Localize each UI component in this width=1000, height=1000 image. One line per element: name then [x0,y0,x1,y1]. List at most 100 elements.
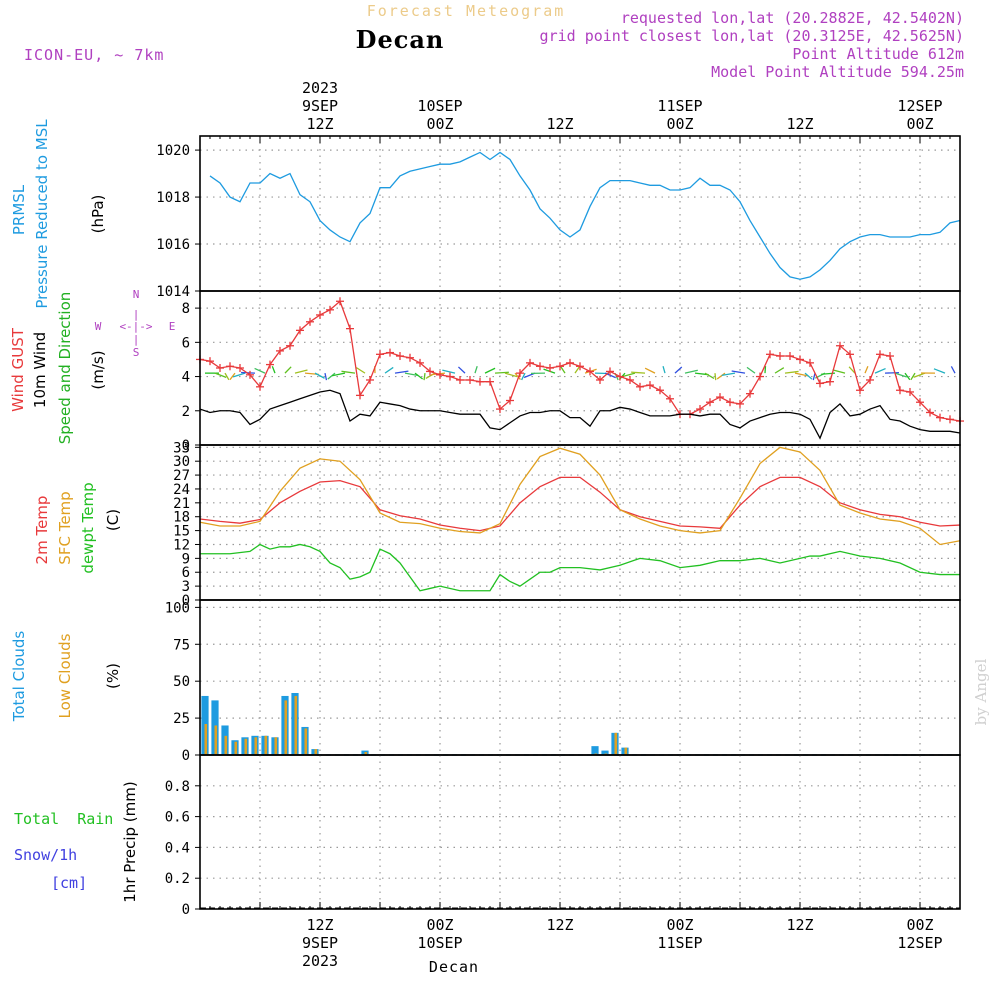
grid-point: grid point closest lon,lat (20.3125E, 42… [540,27,964,45]
clouds-ytick-label: 25 [173,711,190,727]
wind-direction-arrow [404,372,419,377]
wind-10m-label: 10m Wind [31,332,49,408]
point-altitude: Point Altitude 612m [792,45,964,63]
low-cloud-bar [264,735,268,755]
temperature-frame [199,444,961,601]
wind-direction-arrow [874,367,886,374]
temp-axis-labels: 2m Temp SFC Temp dewpt Temp (C) [33,482,122,573]
bottom-location: Decan [429,958,479,976]
compass-e: E [169,320,176,333]
low-cloud-bar [204,724,208,755]
low-clouds-label: Low Clouds [56,633,74,718]
wind-10m-wind-line [199,389,961,440]
low-cloud-bar [624,747,628,755]
total-cloud-bar [591,746,599,755]
pressure-ytick-label: 1014 [156,284,190,300]
dewpt-label: dewpt Temp [79,482,97,573]
top-time-label: 00Z [426,115,453,133]
snow-label: Snow/1h [14,846,77,864]
compass-w: W [95,320,102,333]
wind-direction-arrow [662,366,666,374]
top-time-label: 9SEP [302,97,338,115]
temperature-ytick-label: 6 [182,565,190,581]
location-title: Decan [356,25,445,54]
compass-s: S [133,346,140,359]
low-cloud-bar [274,737,278,755]
pressure-label-reduced: Pressure Reduced to MSL [33,119,51,309]
compass-arrow-up: | [133,308,140,321]
wind-direction-arrow [543,368,556,374]
credit-watermark: by Angel [972,658,990,725]
precip-ytick-label: 0.8 [165,779,190,795]
wind-compass: N S W E <-|-> | | [95,288,176,359]
wind-direction-arrow [864,366,869,374]
low-cloud-bar [614,732,618,755]
pressure-prmsl-line [209,151,961,280]
precip-axis-title: 1hr Precip (mm) [121,781,139,902]
top-time-label: 00Z [906,115,933,133]
wind-direction-arrow [716,372,726,380]
top-time-label: 00Z [666,115,693,133]
pressure-panel: 1014 1016 1018 1020 [156,135,961,300]
pressure-ytick-label: 1018 [156,190,190,206]
temperature-ytick-label: 15 [173,524,190,540]
compass-n: N [133,288,140,301]
wind-direction-arrow [457,366,466,374]
temperature-sfc-temp-line [199,446,961,546]
low-cloud-bar [304,728,308,755]
wind-direction-arrow [294,369,308,374]
wind-direction-arrow [356,367,366,374]
bottom-time-label: 00Z [906,916,933,934]
wind-direction-arrow [631,371,646,374]
wind-direction-arrow [442,369,456,374]
temperature-dewpt-temp-line [200,543,960,592]
temperature-ytick-label: 24 [173,482,190,498]
temp-unit: (C) [104,509,122,531]
precip-panel: 0 0.2 0.4 0.6 0.8 [165,754,961,918]
top-time-label: 2023 [302,79,338,97]
product-title: Forecast Meteogram [367,2,566,20]
wind-ytick-label: 0 [182,438,190,454]
wind-direction-arrow [423,373,426,381]
wind-direction-arrow [721,372,736,377]
bottom-time-label: 00Z [666,916,693,934]
wind-direction-arrow [731,370,746,374]
wind-direction-arrow [284,366,292,374]
pressure-unit: (hPa) [89,195,107,234]
wind-direction-arrow [894,372,907,378]
clouds-ytick-label: 100 [165,600,190,616]
temperature-ytick-label: 30 [173,454,190,470]
wind-direction-arrow [414,372,424,380]
precip-ytick-label: 0.4 [165,840,190,856]
wind-ytick-label: 6 [182,335,190,351]
wind-direction-arrow [394,370,409,374]
wind-direction-arrow [474,366,478,374]
t2m-label: 2m Temp [33,496,51,565]
wind-direction-arrow [832,369,846,374]
wind-ytick-label: 4 [182,370,190,386]
wind-direction-arrow [341,370,356,374]
wind-direction-arrow [910,372,916,381]
snow-unit-label: [cm] [51,874,87,892]
wind-direction-arrow [704,372,715,380]
temperature-ytick-label: 0 [182,593,190,609]
pressure-ytick-label: 1016 [156,237,190,253]
wind-unit: (m/s) [89,350,107,389]
wind-direction-arrow [933,368,946,374]
temperature-2m-temp-line [199,476,961,532]
temperature-ytick-label: 9 [182,551,190,567]
low-cloud-bar [294,695,298,755]
precip-ytick-label: 0 [182,902,190,918]
temperature-ytick-label: 27 [173,468,190,484]
wind-panel: 0 2 4 6 8 [182,290,964,454]
low-cloud-bar [314,749,318,755]
total-cloud-bar [601,750,609,755]
bottom-time-label: 12Z [306,916,333,934]
wind-direction-arrow [384,366,394,374]
low-cloud-bar [224,735,228,755]
model-label: ICON-EU, ~ 7km [24,46,164,64]
wind-direction-arrow [622,372,636,378]
